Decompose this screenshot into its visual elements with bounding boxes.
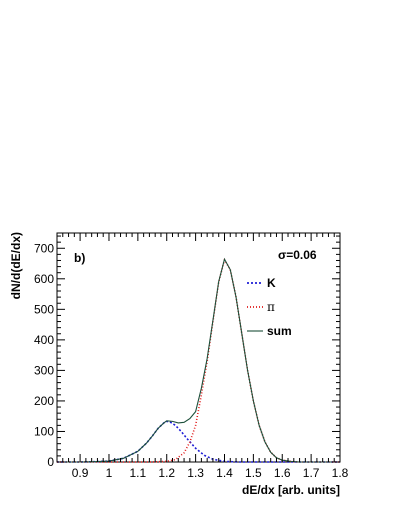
x-tick-label: 1.2 [158, 466, 175, 480]
plot-frame [56, 232, 341, 463]
series-line-sum [57, 257, 340, 463]
x-tick-label: 1.3 [187, 466, 204, 480]
series-line-pi [57, 257, 340, 463]
y-axis-title: dN/d(dE/dx) [9, 232, 23, 299]
x-tick-label: 1 [106, 466, 113, 480]
legend-label-pi: π [267, 300, 275, 314]
series-line-K [57, 420, 340, 463]
y-tick-label: 500 [34, 302, 54, 316]
sigma-annotation: σ=0.06 [278, 248, 317, 262]
x-tick-label: 1.5 [245, 466, 262, 480]
x-tick-label: 1.8 [332, 466, 349, 480]
legend: Kπ sum [247, 276, 292, 338]
x-tick-label: 1.6 [274, 466, 291, 480]
y-tick-label: 100 [34, 424, 54, 438]
y-tick-label: 200 [34, 394, 54, 408]
x-axis-title: dE/dx [arb. units] [242, 483, 340, 497]
x-tick-label: 1.1 [130, 466, 147, 480]
y-tick-label: 0 [47, 455, 54, 469]
y-tick-label: 700 [34, 241, 54, 255]
y-tick-label: 600 [34, 272, 54, 286]
y-tick-label: 300 [34, 363, 54, 377]
x-tick-label: 1.4 [216, 466, 233, 480]
legend-label-sum: sum [267, 324, 292, 338]
x-tick-label: 1.7 [303, 466, 320, 480]
legend-label-K: K [267, 276, 276, 290]
panel-label: b) [74, 251, 85, 265]
x-tick-label: 0.9 [72, 466, 89, 480]
y-tick-label: 400 [34, 333, 54, 347]
